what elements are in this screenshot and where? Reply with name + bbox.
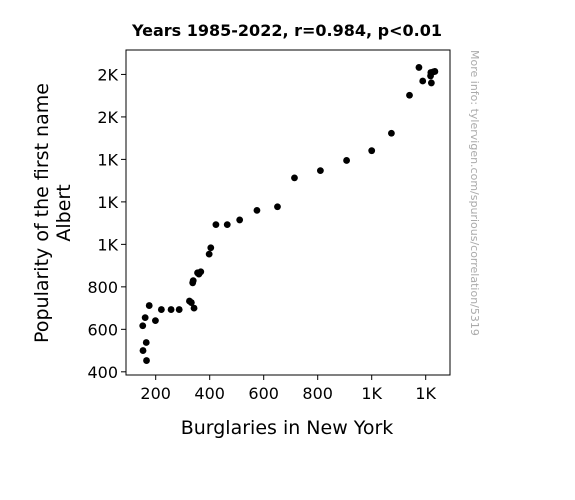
chart-title: Years 1985-2022, r=0.984, p<0.01 (131, 21, 442, 40)
data-point (197, 268, 205, 276)
data-point (419, 77, 427, 85)
watermark-text: More info: tylervigen.com/spurious/corre… (468, 50, 481, 336)
y-tick-label: 400 (87, 363, 118, 382)
x-tick-label: 400 (194, 384, 225, 403)
data-point (189, 277, 197, 285)
y-tick-label: 2K (97, 108, 118, 127)
y-tick-label: 1K (97, 235, 118, 254)
plot-frame (125, 49, 451, 376)
data-point (388, 129, 395, 137)
x-tick-label: 1K (361, 384, 382, 403)
x-tick-label: 1K (415, 384, 436, 403)
data-point (253, 206, 261, 214)
data-point (157, 306, 165, 313)
data-point (139, 322, 147, 330)
data-point (167, 306, 175, 313)
data-point (343, 157, 350, 164)
y-tick-label: 800 (87, 278, 118, 297)
data-point (236, 216, 244, 224)
data-point (205, 250, 213, 258)
data-point (431, 68, 439, 75)
data-point (207, 244, 215, 252)
data-point (212, 221, 220, 229)
x-tick-label: 600 (248, 384, 279, 403)
data-point (415, 64, 423, 71)
data-point (175, 306, 183, 313)
data-point (141, 314, 149, 322)
y-axis-label: Popularity of the first name Albert (31, 83, 75, 343)
x-axis-ticks: 200 400 600 800 1K 1K (140, 375, 437, 403)
x-tick-label: 200 (140, 384, 171, 403)
data-point (190, 304, 198, 312)
y-tick-label: 2K (97, 65, 118, 84)
data-point (427, 79, 435, 87)
y-axis-label-line-2: Albert (53, 184, 75, 241)
y-tick-label: 1K (97, 150, 118, 169)
x-tick-label: 800 (302, 384, 333, 403)
data-point (223, 221, 231, 229)
data-point (291, 174, 298, 182)
y-tick-label: 600 (87, 320, 118, 339)
data-point (152, 317, 159, 325)
data-points (139, 64, 439, 364)
data-point (143, 357, 150, 364)
data-point (368, 147, 376, 155)
data-point (142, 339, 150, 346)
data-point (187, 299, 195, 306)
y-axis-ticks: 400 600 800 1K 1K 1K 2K 2K (87, 65, 126, 382)
data-point (139, 347, 147, 354)
x-axis-label: Burglaries in New York (181, 417, 394, 439)
data-point (406, 91, 413, 99)
data-point (317, 167, 324, 175)
y-axis-label-line-1: Popularity of the first name (31, 83, 53, 343)
data-point (274, 203, 281, 211)
data-point (145, 302, 153, 309)
y-tick-label: 1K (97, 193, 118, 212)
